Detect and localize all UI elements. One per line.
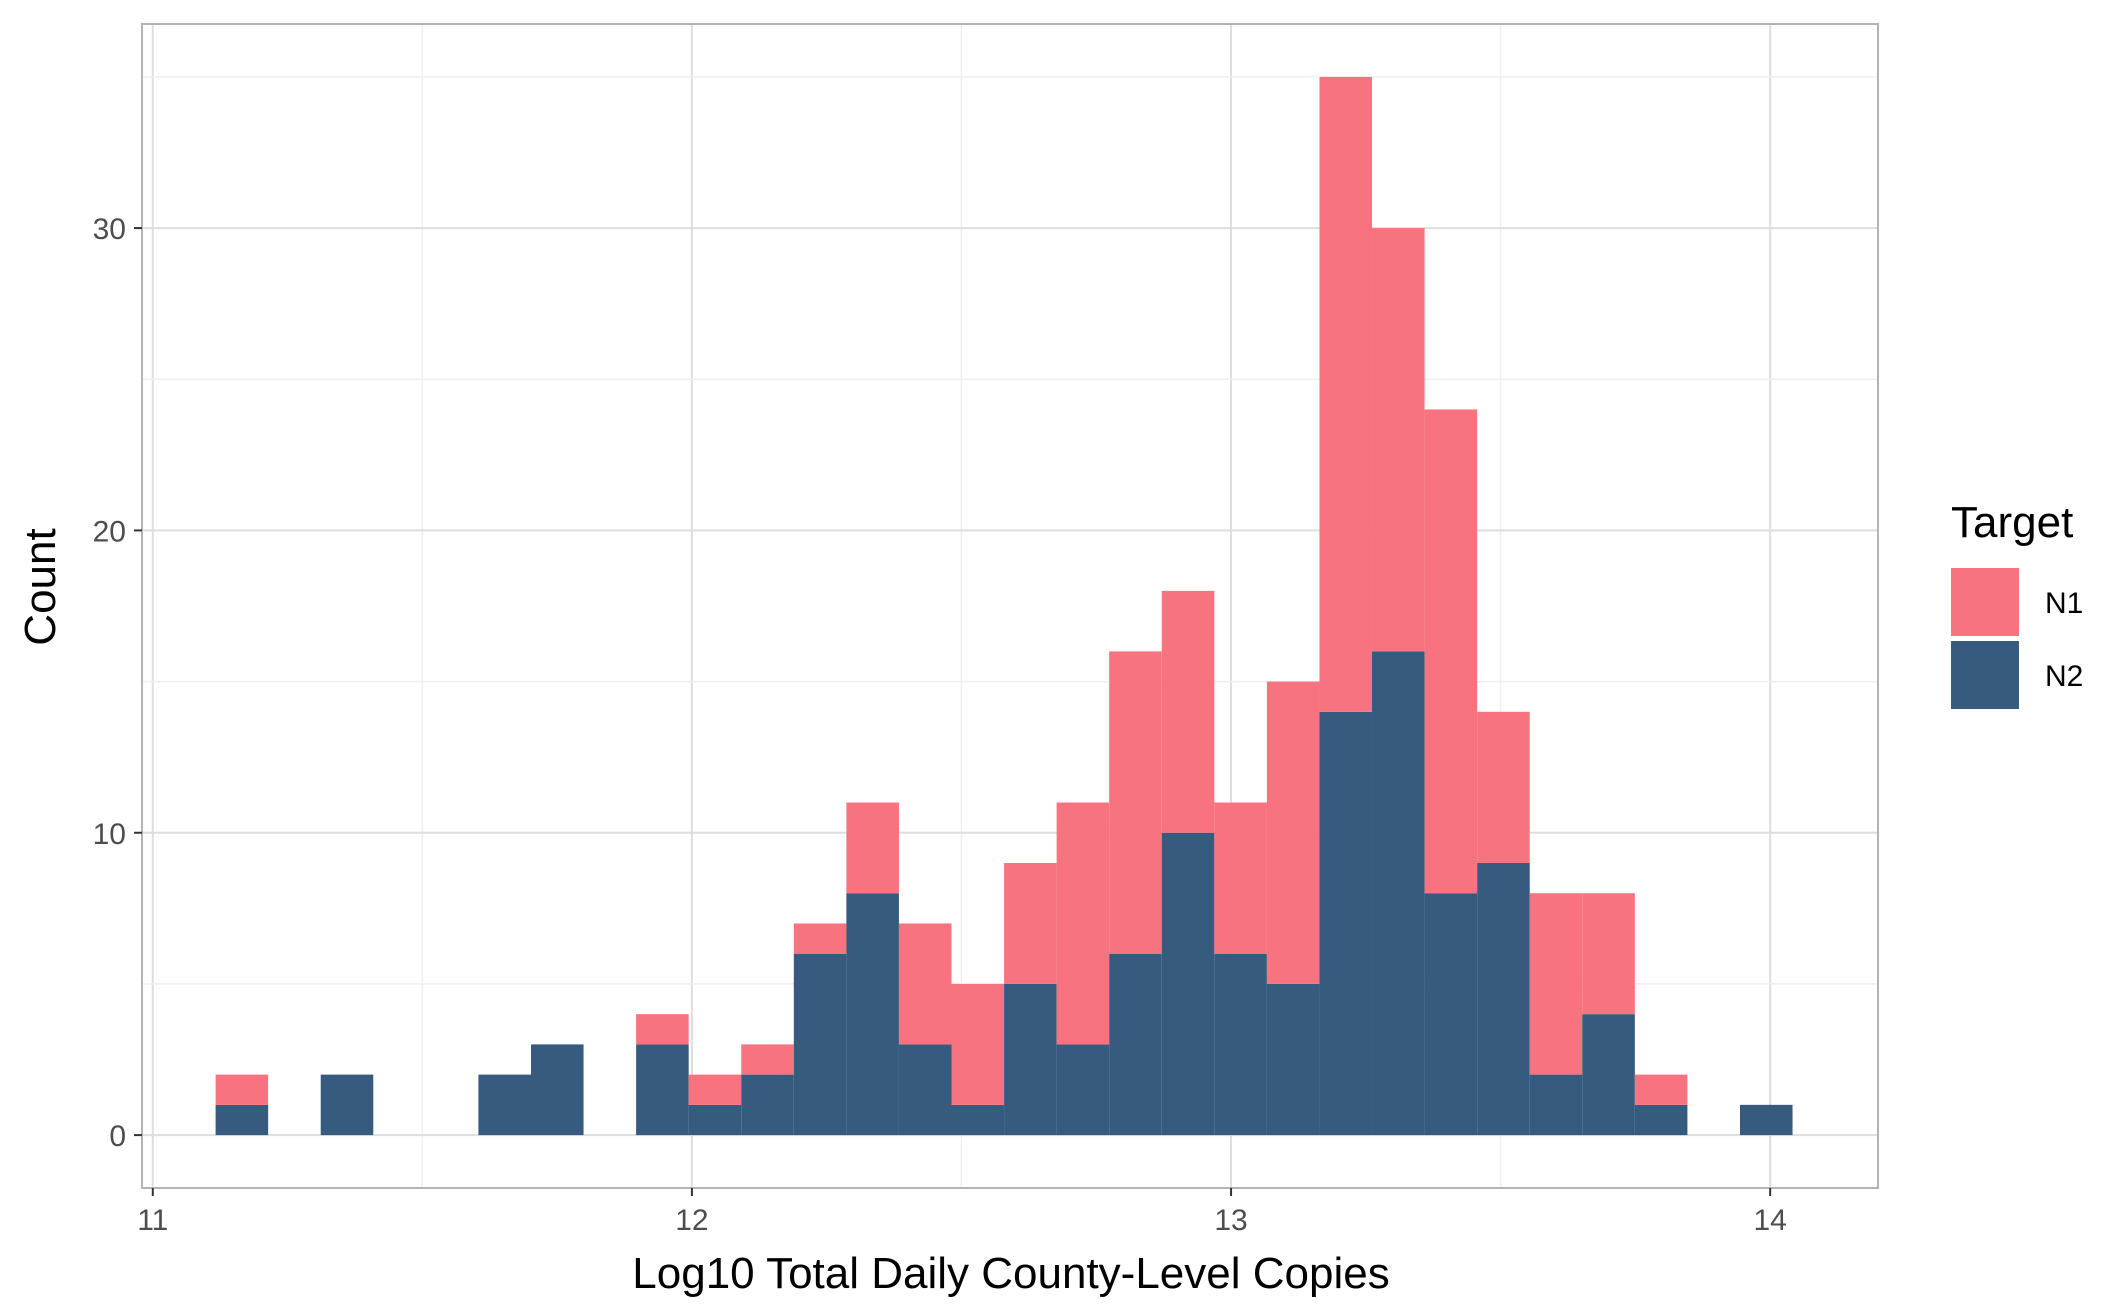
bar-n1 <box>846 802 899 894</box>
bar-n2 <box>951 1104 1005 1136</box>
bar-n2 <box>793 953 847 1136</box>
bar-n1 <box>1319 76 1373 712</box>
bar-n2 <box>1004 983 1057 1136</box>
bar-n2 <box>846 893 899 1136</box>
bar-n2 <box>1582 1014 1635 1136</box>
x-tick-label: 14 <box>1753 1204 1786 1237</box>
bar-n1 <box>1266 681 1320 984</box>
bar-n1 <box>1214 802 1267 954</box>
legend: Target N1 N2 <box>1951 498 2083 709</box>
bar-n1 <box>1372 228 1425 652</box>
bar-n2 <box>1739 1104 1793 1136</box>
bar-n1 <box>1056 802 1110 1045</box>
bar-n2 <box>741 1074 794 1136</box>
y-tick-label: 30 <box>93 213 126 246</box>
bar-n2 <box>898 1044 952 1136</box>
bar-n1 <box>688 1074 742 1105</box>
panel-border <box>141 23 1879 1189</box>
bar-n2 <box>1109 953 1162 1136</box>
bar-n1 <box>1161 590 1215 833</box>
bar-n2 <box>530 1044 584 1136</box>
x-axis: 11 12 13 14 <box>137 1188 1787 1237</box>
bar-n1 <box>1424 409 1478 894</box>
bars <box>215 76 1793 1136</box>
bar-n1 <box>951 983 1005 1105</box>
bar-n1 <box>1109 651 1162 954</box>
bar-n2 <box>1372 651 1425 1136</box>
bar-n2 <box>1319 711 1373 1136</box>
legend-label-n1: N1 <box>2045 587 2083 620</box>
bar-n2 <box>1634 1104 1688 1136</box>
legend-label-n2: N2 <box>2045 660 2083 693</box>
bar-n2 <box>1424 893 1478 1136</box>
bar-n2 <box>1214 953 1267 1136</box>
bar-n2 <box>320 1074 374 1136</box>
bar-n2 <box>1266 983 1320 1136</box>
x-tick-label: 12 <box>675 1204 708 1237</box>
bar-n1 <box>1529 893 1583 1075</box>
bar-n2 <box>215 1104 269 1136</box>
bar-n2 <box>478 1074 531 1136</box>
y-tick-label: 0 <box>109 1120 126 1153</box>
bar-n2 <box>1161 832 1215 1136</box>
bar-n1 <box>1477 711 1530 863</box>
x-tick-label: 11 <box>137 1204 168 1237</box>
x-tick-label: 13 <box>1214 1204 1247 1237</box>
bar-n2 <box>1529 1074 1583 1136</box>
bar-n2 <box>1056 1044 1110 1136</box>
bar-n1 <box>741 1044 794 1075</box>
y-tick-label: 10 <box>93 818 126 851</box>
bar-n1 <box>898 923 952 1045</box>
bar-n1 <box>1582 893 1635 1015</box>
bar-n2 <box>688 1104 742 1136</box>
bar-n1 <box>1004 862 1057 984</box>
y-tick-label: 20 <box>93 515 126 548</box>
grid-lines <box>142 24 1878 1188</box>
bar-n2 <box>1477 862 1530 1136</box>
bar-n2 <box>636 1044 689 1136</box>
bar-n1 <box>1634 1074 1688 1105</box>
y-axis: 0 10 20 30 <box>93 213 142 1153</box>
legend-swatch-n1 <box>1951 568 2019 636</box>
legend-title: Target <box>1951 498 2073 547</box>
y-axis-title: Count <box>16 528 65 645</box>
bar-n1 <box>793 923 847 954</box>
bar-n1 <box>215 1074 269 1105</box>
legend-swatch-n2 <box>1951 641 2019 709</box>
x-axis-title: Log10 Total Daily County-Level Copies <box>632 1249 1389 1298</box>
bar-n1 <box>636 1014 689 1045</box>
